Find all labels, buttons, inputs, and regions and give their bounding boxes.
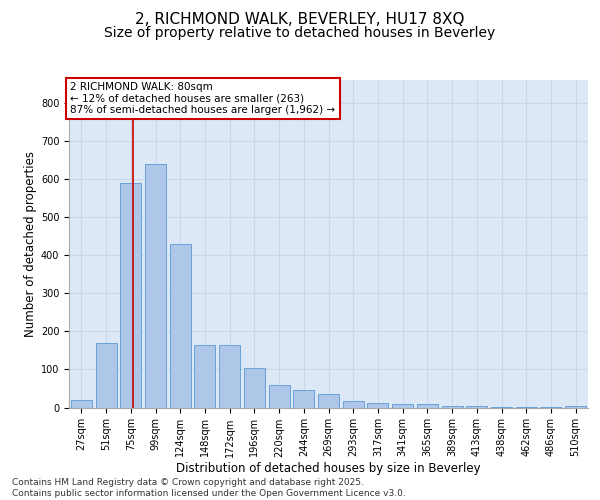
Bar <box>244 368 265 408</box>
Bar <box>318 394 339 407</box>
Bar <box>145 164 166 408</box>
Text: 2 RICHMOND WALK: 80sqm
← 12% of detached houses are smaller (263)
87% of semi-de: 2 RICHMOND WALK: 80sqm ← 12% of detached… <box>70 82 335 115</box>
Bar <box>491 406 512 408</box>
Bar <box>120 183 141 408</box>
Bar <box>95 343 116 407</box>
Bar <box>565 406 586 407</box>
Bar <box>219 344 240 408</box>
X-axis label: Distribution of detached houses by size in Beverley: Distribution of detached houses by size … <box>176 462 481 475</box>
Bar <box>71 400 92 407</box>
Bar <box>293 390 314 407</box>
Bar <box>269 386 290 407</box>
Y-axis label: Number of detached properties: Number of detached properties <box>23 151 37 337</box>
Bar <box>466 406 487 408</box>
Bar <box>417 404 438 407</box>
Bar <box>367 402 388 407</box>
Text: 2, RICHMOND WALK, BEVERLEY, HU17 8XQ: 2, RICHMOND WALK, BEVERLEY, HU17 8XQ <box>135 12 465 28</box>
Bar <box>343 400 364 407</box>
Bar <box>194 344 215 408</box>
Text: Size of property relative to detached houses in Beverley: Size of property relative to detached ho… <box>104 26 496 40</box>
Bar <box>170 244 191 408</box>
Bar <box>392 404 413 407</box>
Text: Contains HM Land Registry data © Crown copyright and database right 2025.
Contai: Contains HM Land Registry data © Crown c… <box>12 478 406 498</box>
Bar <box>442 406 463 407</box>
